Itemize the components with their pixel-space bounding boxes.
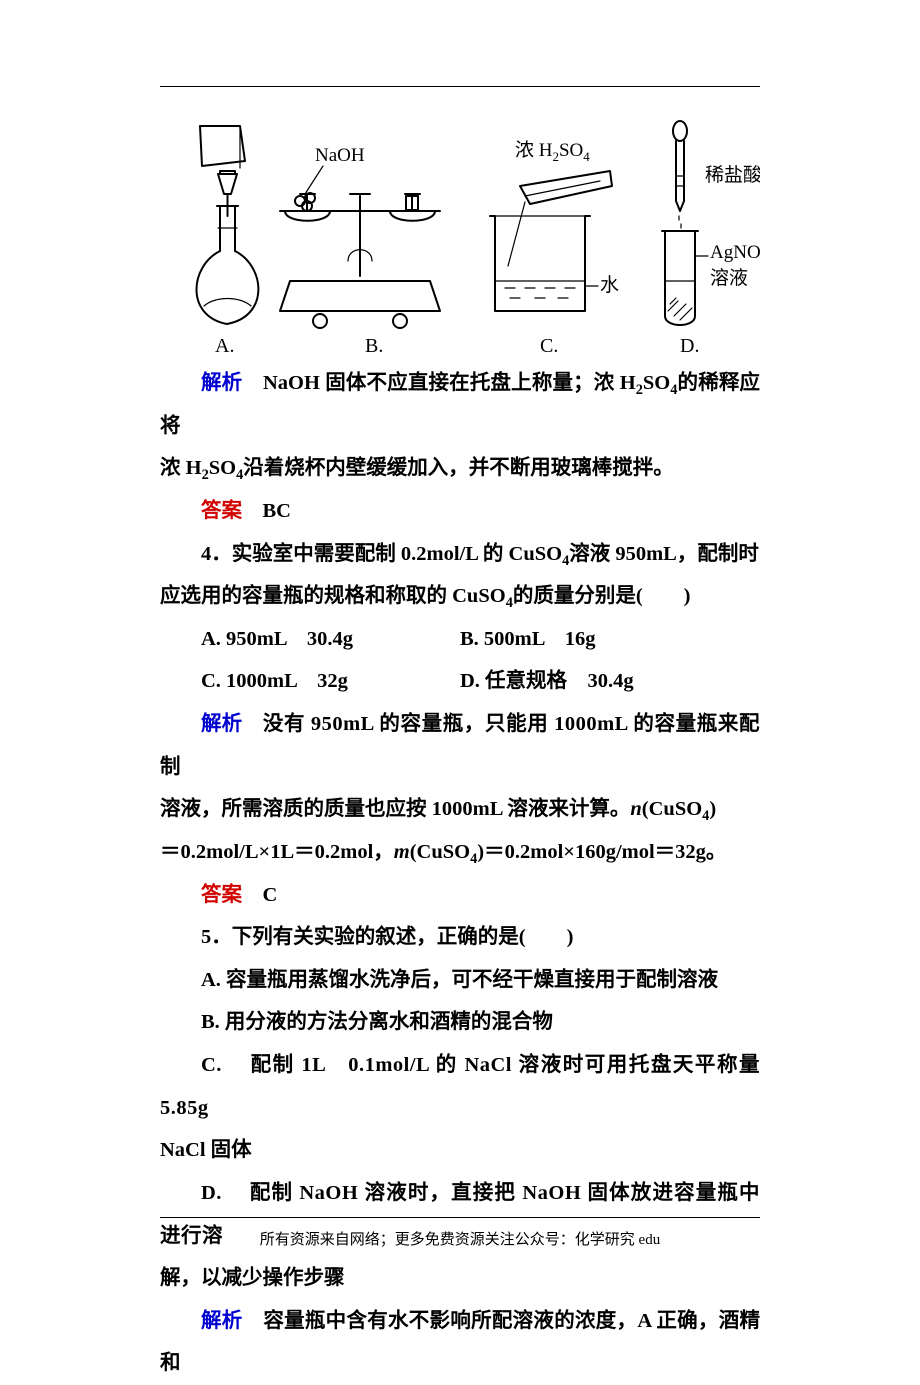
q3-answer: 答案 BC bbox=[160, 490, 760, 533]
label-conc-h2so4: 浓 H2SO4 bbox=[515, 139, 590, 164]
q5-stem: 5．下列有关实验的叙述，正确的是( ) bbox=[160, 916, 760, 959]
q4-stem-line2: 应选用的容量瓶的规格和称取的 CuSO4的质量分别是( ) bbox=[160, 575, 760, 618]
label-dilute-hcl: 稀盐酸 bbox=[705, 164, 760, 186]
q5-analysis-line1: 解析 容量瓶中含有水不影响所配溶液的浓度，A 正确，酒精和 bbox=[160, 1300, 760, 1385]
label-naoh: NaOH bbox=[315, 145, 365, 166]
q5-opt-c-l2: NaCl 固体 bbox=[160, 1129, 760, 1172]
footer-text: 所有资源来自网络；更多免费资源关注公众号：化学研究 edu bbox=[0, 1228, 920, 1249]
fig-d: 稀盐酸 AgNO3 溶液 bbox=[662, 121, 760, 325]
q4-opt-b: B. 500mL 16g bbox=[460, 618, 760, 661]
analysis-label: 解析 bbox=[201, 1310, 243, 1332]
fig-letter-c: C. bbox=[540, 335, 558, 358]
q5-opt-a: A. 容量瓶用蒸馏水洗净后，可不经干燥直接用于配制溶液 bbox=[160, 959, 760, 1002]
q5-opt-b: B. 用分液的方法分离水和酒精的混合物 bbox=[160, 1001, 760, 1044]
analysis-label: 解析 bbox=[201, 713, 242, 735]
q4-options-row2: C. 1000mL 32g D. 任意规格 30.4g bbox=[160, 660, 760, 703]
label-agno3-2: 溶液 bbox=[710, 267, 748, 289]
bottom-rule bbox=[160, 1217, 760, 1218]
q4-stem-line1: 4．实验室中需要配制 0.2mol/L 的 CuSO4溶液 950mL，配制时 bbox=[160, 533, 760, 576]
q4-options-row1: A. 950mL 30.4g B. 500mL 16g bbox=[160, 618, 760, 661]
fig-a bbox=[196, 126, 258, 324]
q4-analysis-line3: ＝0.2mol/L×1L＝0.2mol，m(CuSO4)＝0.2mol×160g… bbox=[160, 831, 760, 874]
q4-answer: 答案 C bbox=[160, 874, 760, 917]
q3-analysis-line2: 浓 H2SO4沿着烧杯内壁缓缓加入，并不断用玻璃棒搅拌。 bbox=[160, 447, 760, 490]
apparatus-figure: NaOH bbox=[180, 116, 760, 361]
q4-analysis-line1: 解析 没有 950mL 的容量瓶，只能用 1000mL 的容量瓶来配制 bbox=[160, 703, 760, 788]
q5-opt-d-l2: 解，以减少操作步骤 bbox=[160, 1257, 760, 1300]
fig-letter-d: D. bbox=[680, 335, 699, 358]
q5-opt-c-l1: C. 配制 1L 0.1mol/L 的 NaCl 溶液时可用托盘天平称量 5.8… bbox=[160, 1044, 760, 1129]
q4-analysis-line2: 溶液，所需溶质的质量也应按 1000mL 溶液来计算。n(CuSO4) bbox=[160, 788, 760, 831]
fig-c: 浓 H2SO4 水 bbox=[490, 139, 619, 311]
q4-opt-d: D. 任意规格 30.4g bbox=[460, 660, 760, 703]
q4-opt-a: A. 950mL 30.4g bbox=[160, 618, 460, 661]
q3-analysis-line1: 解析 NaOH 固体不应直接在托盘上称量；浓 H2SO4的稀释应将 bbox=[160, 362, 760, 447]
page: NaOH bbox=[0, 0, 920, 1302]
top-rule bbox=[160, 86, 760, 87]
analysis-label: 解析 bbox=[201, 372, 242, 394]
answer-label: 答案 bbox=[201, 884, 242, 906]
fig-letter-b: B. bbox=[365, 335, 383, 358]
fig-letter-a: A. bbox=[215, 335, 234, 358]
fig-b: NaOH bbox=[280, 145, 440, 328]
label-agno3: AgNO3 bbox=[710, 242, 760, 266]
q4-opt-c: C. 1000mL 32g bbox=[160, 660, 460, 703]
answer-label: 答案 bbox=[201, 500, 242, 522]
label-water: 水 bbox=[600, 274, 619, 296]
